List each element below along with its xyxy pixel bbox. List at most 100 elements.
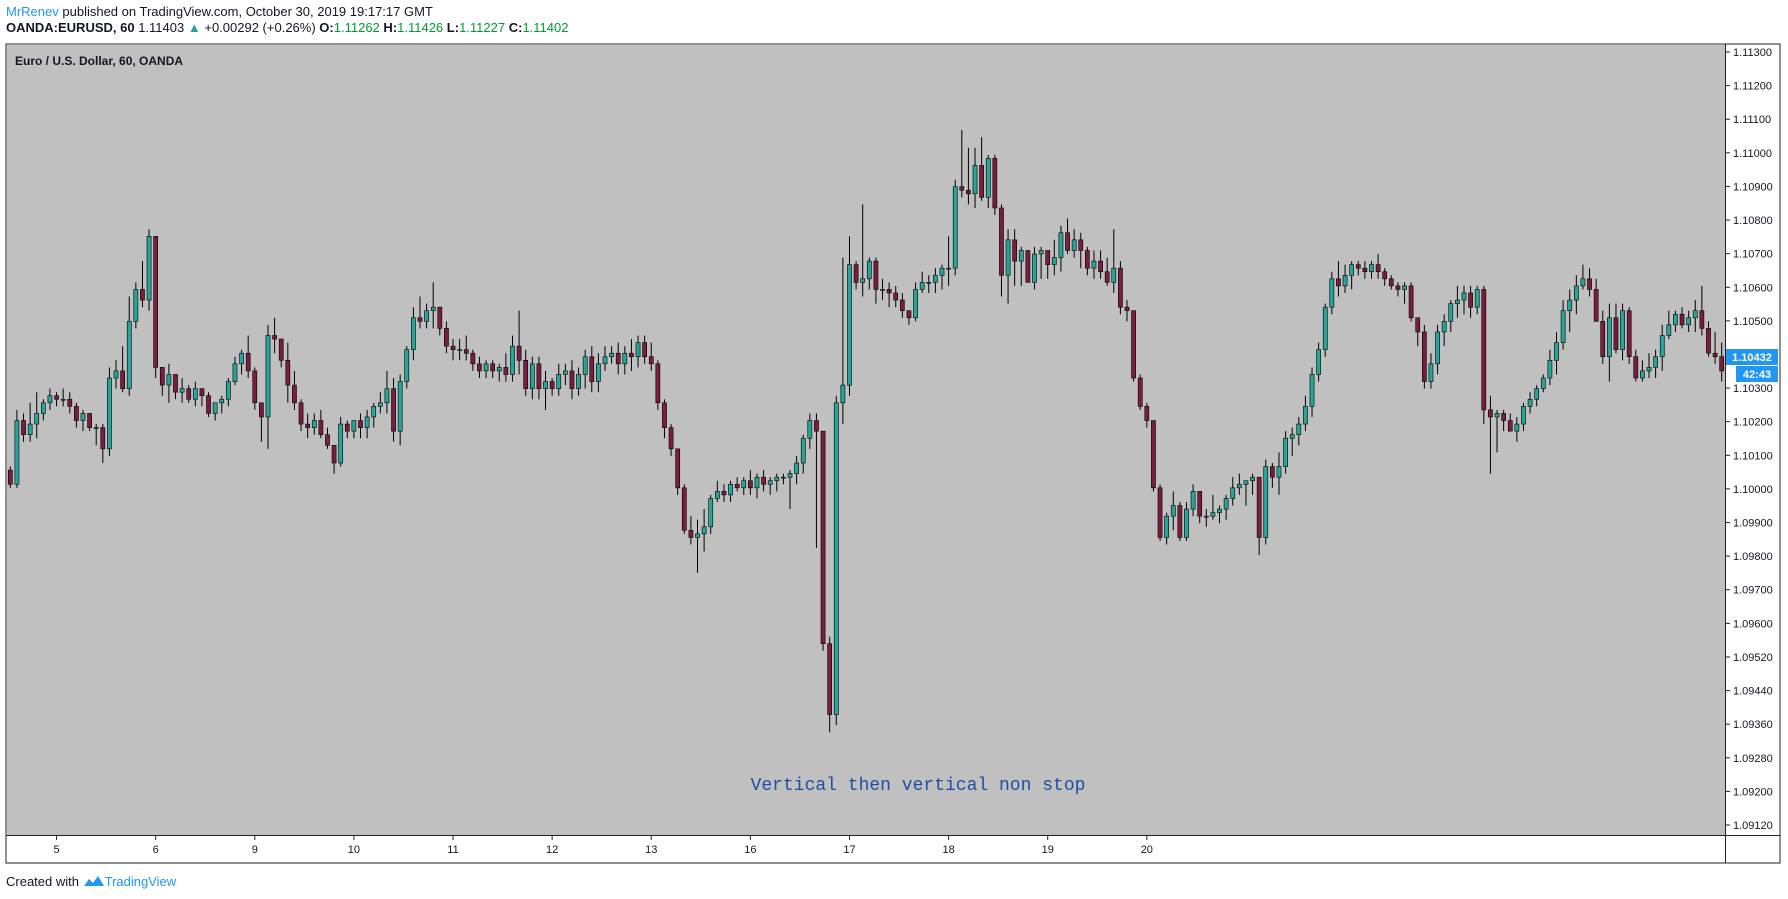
candle-body	[1342, 274, 1348, 287]
candles-layer	[7, 130, 1725, 733]
candle	[1230, 477, 1236, 506]
candle-body	[807, 420, 813, 439]
candle-body	[1673, 313, 1678, 326]
countdown-box	[1736, 366, 1778, 382]
candle	[1633, 349, 1639, 382]
candle-body	[1012, 239, 1018, 262]
tradingview-link[interactable]: TradingView	[104, 874, 177, 889]
candle	[21, 413, 26, 442]
candle	[166, 363, 172, 403]
candle-body	[1164, 515, 1169, 538]
candle	[252, 367, 258, 410]
candle	[999, 204, 1004, 297]
candle	[377, 392, 383, 414]
candle	[113, 360, 119, 389]
candle-body	[1210, 512, 1216, 517]
candle-body	[820, 430, 826, 644]
candle	[259, 402, 264, 442]
price-tick-label: 1.09700	[1733, 585, 1773, 597]
candle	[232, 356, 238, 386]
candle-body	[1706, 328, 1711, 354]
candle	[87, 413, 92, 432]
candle-body	[1587, 278, 1592, 290]
candle	[417, 296, 423, 329]
candle-body	[609, 352, 614, 358]
symbol-name: OANDA:EURUSD, 60	[6, 20, 135, 35]
candle	[569, 360, 575, 400]
candle-body	[1078, 239, 1084, 251]
candle-body	[1699, 310, 1705, 329]
candle	[503, 353, 509, 382]
candle-body	[113, 370, 119, 379]
candle-body	[893, 292, 899, 301]
candle-body	[60, 398, 66, 401]
candle	[840, 257, 846, 425]
candle-body	[774, 476, 780, 482]
candle-body	[569, 370, 575, 389]
candle-body	[959, 186, 965, 191]
candle-body	[1633, 356, 1639, 379]
candle	[93, 424, 99, 446]
candle	[681, 484, 687, 534]
candle-body	[1626, 310, 1632, 358]
candle	[1640, 360, 1645, 382]
candle-body	[596, 363, 601, 382]
candle-body	[1666, 324, 1672, 336]
candle-body	[1686, 317, 1692, 326]
candle	[1157, 484, 1163, 541]
candle	[1197, 491, 1203, 524]
candle	[734, 477, 740, 492]
author-link[interactable]: MrRenev	[6, 4, 59, 19]
candle-body	[1540, 377, 1546, 389]
candle	[325, 427, 330, 449]
high-label: H:	[383, 20, 398, 35]
candle	[477, 356, 482, 379]
price-axis[interactable]: 1.11300 1.11200 1.11100 1.11000 1.10900 1.108…	[1726, 47, 1773, 832]
open-label: O:	[319, 20, 334, 35]
candle	[14, 409, 20, 488]
candle	[1580, 264, 1586, 290]
candle-body	[1336, 278, 1341, 287]
time-axis[interactable]: 5 6 9 10 11 12 13 16 17 18 19 20	[53, 836, 1153, 856]
candle-body	[126, 321, 132, 389]
candle	[1673, 310, 1678, 332]
candle-body	[305, 423, 310, 428]
candle	[1501, 409, 1506, 432]
candle	[1276, 452, 1282, 495]
candle	[1091, 250, 1097, 279]
chart-annotation: Vertical then vertical non stop	[751, 776, 1086, 796]
candle-body	[741, 480, 747, 489]
candle-body	[1402, 285, 1407, 290]
low-value: 1.11227	[459, 20, 506, 35]
candle-body	[404, 349, 410, 382]
candle-body	[1679, 313, 1685, 326]
candle-body	[1303, 406, 1308, 425]
candle	[596, 353, 601, 393]
up-arrow-icon: ▲	[187, 20, 201, 35]
candle-body	[1177, 505, 1183, 538]
price-tick-label: 1.09520	[1733, 652, 1773, 664]
candle-body	[1283, 437, 1288, 467]
candle-body	[1692, 310, 1698, 319]
time-tick-label: 18	[942, 844, 954, 856]
chart-title: Euro / U.S. Dollar, 60, OANDA	[15, 54, 183, 68]
candle-body	[1355, 264, 1361, 269]
candle-body	[1276, 466, 1282, 478]
price-tick-label: 1.09200	[1733, 786, 1773, 798]
candle-body	[1005, 239, 1011, 276]
candle	[430, 282, 436, 329]
price-tick-label: 1.10000	[1733, 484, 1773, 496]
candle-body	[477, 363, 482, 372]
candle	[27, 402, 33, 442]
candle	[67, 392, 73, 414]
candle-body	[239, 352, 244, 365]
candle-body	[1514, 423, 1520, 432]
candle	[1547, 349, 1553, 386]
candle	[1098, 250, 1103, 279]
candle	[563, 363, 568, 386]
candle-body	[444, 328, 449, 347]
plot-area[interactable]	[7, 45, 1725, 835]
candle	[913, 282, 918, 322]
candle	[1296, 416, 1302, 446]
